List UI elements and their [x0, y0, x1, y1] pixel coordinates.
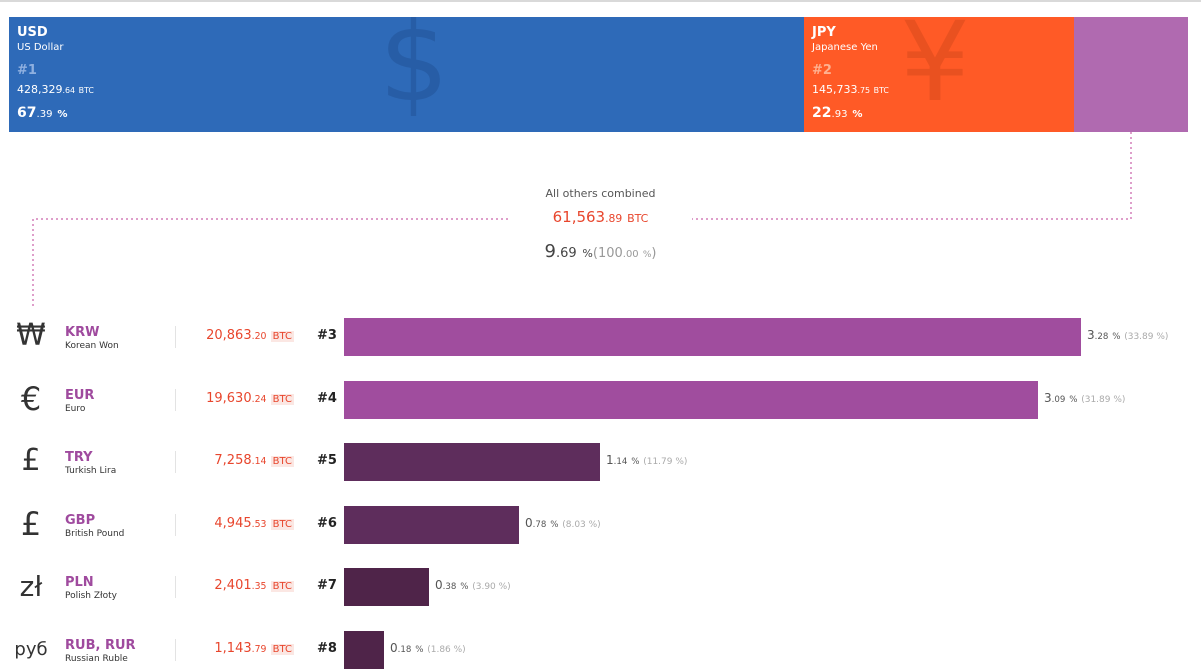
row-divider	[175, 326, 176, 348]
row-divider	[175, 451, 176, 473]
row-divider	[175, 514, 176, 536]
jpy-rank: #2	[812, 63, 832, 78]
euro-icon: €	[20, 380, 42, 419]
currency-name: Polish Złoty	[65, 591, 117, 601]
currency-rank: #5	[317, 453, 337, 468]
others-percent: 9.69 %(100.00 %)	[544, 241, 657, 262]
currency-rank: #4	[317, 391, 337, 406]
jpy-name: Japanese Yen	[812, 42, 878, 53]
currency-code: RUB, RUR	[65, 638, 136, 653]
others-block[interactable]	[1074, 17, 1188, 132]
others-connector	[32, 132, 1132, 306]
share-bar	[344, 318, 1081, 356]
currency-rank: #6	[317, 516, 337, 531]
won-icon: ₩	[16, 318, 46, 354]
zloty-icon: zł	[19, 569, 43, 603]
currency-code: PLN	[65, 575, 94, 590]
usd-block[interactable]: $ USD US Dollar #1 428,329.64 BTC 67.39 …	[9, 17, 804, 132]
others-amount: 61,563.89 BTC	[552, 208, 649, 226]
currency-code: GBP	[65, 513, 96, 528]
row-divider	[175, 639, 176, 661]
usd-amount: 428,329.64 BTC	[17, 83, 94, 96]
row-divider	[175, 389, 176, 411]
currency-name: Euro	[65, 404, 86, 414]
share-bar	[344, 568, 429, 606]
ruble-icon: руб	[14, 638, 48, 660]
currency-code: EUR	[65, 388, 95, 403]
others-label: All others combined	[545, 187, 656, 200]
row-divider	[175, 576, 176, 598]
currency-rank: #3	[317, 328, 337, 343]
top-divider	[0, 0, 1201, 2]
currency-name: Turkish Lira	[65, 466, 117, 476]
currency-code: KRW	[65, 325, 100, 340]
pound-icon: £	[20, 505, 42, 544]
share-percent: 0.78 % (8.03 %)	[525, 516, 601, 530]
usd-percent: 67.39 %	[17, 105, 68, 121]
currency-code: TRY	[65, 450, 93, 465]
currency-rank: #8	[317, 641, 337, 656]
currency-name: Korean Won	[65, 341, 119, 351]
jpy-percent: 22.93 %	[812, 105, 863, 121]
currency-amount: 2,401.35 BTC	[214, 578, 294, 593]
usd-rank: #1	[17, 63, 37, 78]
currency-name: Russian Ruble	[65, 654, 128, 664]
share-bar	[344, 506, 519, 544]
currency-amount: 20,863.20 BTC	[206, 328, 294, 343]
currency-amount: 7,258.14 BTC	[214, 453, 294, 468]
share-bar	[344, 381, 1038, 419]
share-percent: 0.38 % (3.90 %)	[435, 578, 511, 592]
jpy-amount: 145,733.75 BTC	[812, 83, 889, 96]
currency-amount: 19,630.24 BTC	[206, 391, 294, 406]
share-percent: 3.09 % (31.89 %)	[1044, 391, 1126, 405]
share-percent: 3.28 % (33.89 %)	[1087, 328, 1169, 342]
share-bar	[344, 631, 384, 669]
yen-icon: ¥	[900, 17, 970, 126]
share-bar	[344, 443, 600, 481]
share-percent: 0.18 % (1.86 %)	[390, 641, 466, 655]
lira-icon: £	[21, 443, 41, 479]
usd-code: USD	[17, 25, 48, 40]
currency-name: British Pound	[65, 529, 125, 539]
currency-amount: 1,143.79 BTC	[214, 641, 294, 656]
usd-name: US Dollar	[17, 42, 64, 53]
dollar-icon: $	[379, 17, 449, 126]
jpy-block[interactable]: ¥ JPY Japanese Yen #2 145,733.75 BTC 22.…	[804, 17, 1074, 132]
jpy-code: JPY	[812, 25, 836, 40]
currency-rank: #7	[317, 578, 337, 593]
share-percent: 1.14 % (11.79 %)	[606, 453, 688, 467]
currency-amount: 4,945.53 BTC	[214, 516, 294, 531]
